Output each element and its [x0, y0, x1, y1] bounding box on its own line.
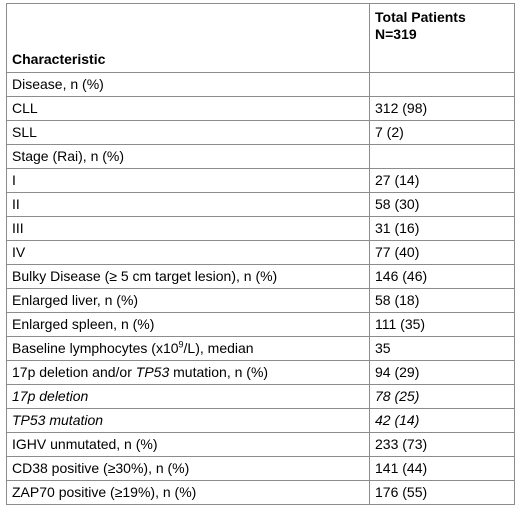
row-value: 111 (35): [369, 312, 515, 337]
table-row: Stage (Rai), n (%): [6, 144, 515, 169]
row-value: 146 (46): [369, 264, 515, 289]
header-total-label: Total Patients: [375, 9, 466, 25]
superscript-exponent: 9: [178, 339, 184, 350]
row-label: ZAP70 positive (≥19%), n (%): [6, 480, 370, 505]
row-value: 27 (14): [369, 168, 515, 193]
row-value: 141 (44): [369, 456, 515, 481]
table-row: ZAP70 positive (≥19%), n (%) 176 (55): [6, 480, 515, 505]
row-label: Disease, n (%): [6, 72, 370, 97]
table-row: Bulky Disease (≥ 5 cm target lesion), n …: [6, 264, 515, 289]
table-row: I 27 (14): [6, 168, 515, 193]
row-value: 77 (40): [369, 240, 515, 265]
row-label: 17p deletion: [6, 384, 370, 409]
patient-characteristics-table: Characteristic Total Patients N=319 Dise…: [6, 3, 515, 505]
table-row: TP53 mutation 42 (14): [6, 408, 515, 433]
label-italic-gene: TP53: [135, 364, 170, 380]
table-row: CD38 positive (≥30%), n (%) 141 (44): [6, 456, 515, 481]
table-row: 17p deletion 78 (25): [6, 384, 515, 409]
row-label: TP53 mutation: [6, 408, 370, 433]
header-characteristic: Characteristic: [6, 3, 370, 73]
row-label: 17p deletion and/or TP53 mutation, n (%): [6, 360, 370, 385]
row-label: Bulky Disease (≥ 5 cm target lesion), n …: [6, 264, 370, 289]
table-row: IV 77 (40): [6, 240, 515, 265]
row-label: Enlarged liver, n (%): [6, 288, 370, 313]
label-text-pre: Baseline lymphocytes (x10: [12, 340, 179, 356]
table-row: Enlarged spleen, n (%) 111 (35): [6, 312, 515, 337]
row-label: Enlarged spleen, n (%): [6, 312, 370, 337]
label-text-post: /L), median: [183, 340, 254, 356]
row-value: [369, 144, 515, 169]
row-value: 176 (55): [369, 480, 515, 505]
table-row: Disease, n (%): [6, 72, 515, 97]
row-label: Stage (Rai), n (%): [6, 144, 370, 169]
row-label: IGHV unmutated, n (%): [6, 432, 370, 457]
label-text-pre: 17p deletion and/or: [12, 364, 136, 380]
table-row: SLL 7 (2): [6, 120, 515, 145]
row-value: 233 (73): [369, 432, 515, 457]
row-value: 312 (98): [369, 96, 515, 121]
row-label: III: [6, 216, 370, 241]
row-value: 94 (29): [369, 360, 515, 385]
table-row: IGHV unmutated, n (%) 233 (73): [6, 432, 515, 457]
table-row: Baseline lymphocytes (x109/L), median 35: [6, 336, 515, 361]
header-total-patients: Total Patients N=319: [369, 3, 515, 73]
row-label: I: [6, 168, 370, 193]
row-value: 31 (16): [369, 216, 515, 241]
table-row: 17p deletion and/or TP53 mutation, n (%)…: [6, 360, 515, 385]
row-value: [369, 72, 515, 97]
table-row: III 31 (16): [6, 216, 515, 241]
label-text-post: mutation, n (%): [169, 364, 269, 380]
row-label: II: [6, 192, 370, 217]
row-label: IV: [6, 240, 370, 265]
row-label: CD38 positive (≥30%), n (%): [6, 456, 370, 481]
table-row: II 58 (30): [6, 192, 515, 217]
row-value: 58 (30): [369, 192, 515, 217]
row-label: Baseline lymphocytes (x109/L), median: [6, 336, 370, 361]
table-row: CLL 312 (98): [6, 96, 515, 121]
row-value: 7 (2): [369, 120, 515, 145]
header-n-count: N=319: [375, 26, 417, 42]
table-row: Enlarged liver, n (%) 58 (18): [6, 288, 515, 313]
table-header-row: Characteristic Total Patients N=319: [6, 3, 515, 73]
row-value: 42 (14): [369, 408, 515, 433]
row-value: 58 (18): [369, 288, 515, 313]
row-value: 35: [369, 336, 515, 361]
row-label: CLL: [6, 96, 370, 121]
row-value: 78 (25): [369, 384, 515, 409]
row-label: SLL: [6, 120, 370, 145]
